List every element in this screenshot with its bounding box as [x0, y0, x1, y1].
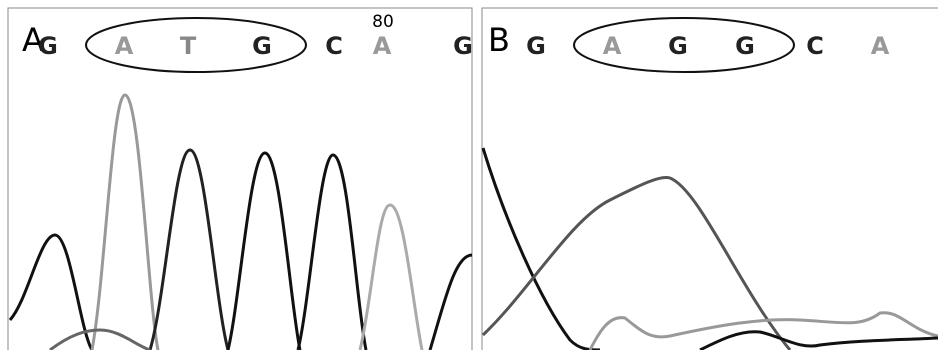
figure: A 80 G A T G C A G B G A G G C A	[0, 0, 938, 350]
base: G	[668, 32, 688, 60]
base: G	[252, 32, 272, 60]
panel-a: A 80 G A T G C A G	[8, 8, 473, 350]
base: G	[526, 32, 546, 60]
base: C	[325, 32, 343, 60]
base: A	[603, 32, 622, 60]
base: A	[373, 32, 392, 60]
position-label: 80	[372, 12, 394, 32]
base: G	[453, 32, 473, 60]
base: C	[806, 32, 824, 60]
panel-b: B G A G G C A	[482, 8, 938, 350]
base: G	[38, 32, 58, 60]
base: G	[735, 32, 755, 60]
base: T	[180, 32, 197, 60]
base: A	[871, 32, 890, 60]
base: A	[115, 32, 134, 60]
panel-frame	[482, 8, 938, 350]
panel-label: B	[488, 21, 510, 59]
